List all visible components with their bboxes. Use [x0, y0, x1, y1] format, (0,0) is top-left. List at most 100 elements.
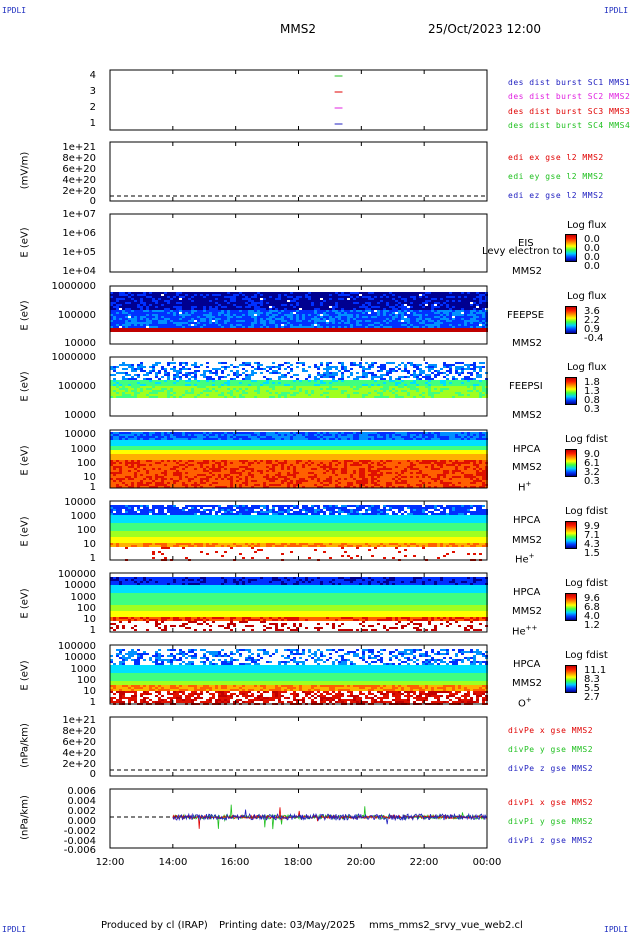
feepsi-heat-cell	[260, 394, 263, 396]
feepse-heat-cell	[467, 306, 470, 308]
feepse-heat-cell	[266, 328, 269, 330]
hpca-h-heat-cell	[164, 474, 167, 476]
hpca-h-heat-cell	[128, 462, 131, 464]
feepse-heat-cell	[398, 318, 401, 320]
feepse-heat-cell	[173, 308, 176, 310]
feepse-heat-cell	[380, 316, 383, 318]
feepse-heat-cell	[236, 316, 239, 318]
hpca-h-heat-cell	[164, 432, 167, 434]
feepsi-heat-cell	[125, 388, 128, 390]
hpca-h-heat-cell	[134, 462, 137, 464]
feepsi-heat-cell	[395, 386, 398, 388]
feepse-heat-cell	[179, 292, 182, 294]
feepsi-heat-cell	[140, 368, 143, 370]
feepsi-heat-cell	[155, 390, 158, 392]
hpca-h-heat-cell	[155, 484, 158, 486]
feepsi-heat-cell	[389, 376, 392, 378]
feepse-heat-cell	[155, 320, 158, 322]
feepsi-heat-cell	[371, 388, 374, 390]
feepsi-heat-cell	[113, 380, 116, 382]
feepsi-heat-cell	[371, 384, 374, 386]
feepse-heat-cell	[263, 320, 266, 322]
feepse-heat-cell	[419, 314, 422, 316]
hpca-h-heat-cell	[158, 454, 161, 456]
feepsi-heat-cell	[389, 392, 392, 394]
feepsi-heat-cell	[293, 386, 296, 388]
feepse-heat-cell	[155, 292, 158, 294]
feepse-heat-cell	[140, 306, 143, 308]
feepse-heat-cell	[191, 298, 194, 300]
feepsi-heat-cell	[305, 378, 308, 380]
feepsi-heat-cell	[119, 364, 122, 366]
feepse-heat-cell	[314, 322, 317, 324]
feepse-heat-cell	[266, 330, 269, 332]
feepse-heat-cell	[326, 298, 329, 300]
feepsi-heat-cell	[368, 366, 371, 368]
feepsi-heat-cell	[323, 390, 326, 392]
feepsi-heat-cell	[257, 380, 260, 382]
feepse-heat-cell	[143, 302, 146, 304]
feepse-heat-cell	[110, 322, 113, 324]
feepse-heat-cell	[404, 318, 407, 320]
feepse-heat-cell	[401, 314, 404, 316]
feepse-heat-cell	[401, 306, 404, 308]
hpca-h-heat-cell	[122, 444, 125, 446]
feepsi-heat-cell	[296, 374, 299, 376]
feepse-heat-cell	[164, 330, 167, 332]
feepse-heat-cell	[203, 312, 206, 314]
hpca-h-heat-cell	[161, 464, 164, 466]
feepse-heat-cell	[479, 294, 482, 296]
feepse-heat-cell	[221, 310, 224, 312]
feepsi-heat-cell	[446, 380, 449, 382]
feepse-heat-cell	[437, 316, 440, 318]
feepsi-heat-cell	[152, 382, 155, 384]
feepse-heat-cell	[149, 304, 152, 306]
hpca-h-heat-cell	[125, 448, 128, 450]
feepse-heat-cell	[374, 302, 377, 304]
feepsi-heat-cell	[350, 396, 353, 398]
feepsi-heat-cell	[197, 380, 200, 382]
feepsi-heat-cell	[434, 386, 437, 388]
hpca-h-heat-cell	[134, 450, 137, 452]
feepse-heat-cell	[158, 310, 161, 312]
feepsi-heat-cell	[347, 390, 350, 392]
hpca-h-heat-cell	[155, 452, 158, 454]
feepse-heat-cell	[350, 294, 353, 296]
feepse-heat-cell	[392, 296, 395, 298]
hpca-h-heat-cell	[116, 436, 119, 438]
feepsi-heat-cell	[440, 386, 443, 388]
feepsi-heat-cell	[461, 362, 464, 364]
feepse-heat-cell	[176, 330, 179, 332]
feepsi-heat-cell	[269, 392, 272, 394]
hpca-h-heat-cell	[143, 466, 146, 468]
feepse-heat-cell	[347, 292, 350, 294]
feepsi-heat-cell	[356, 382, 359, 384]
feepse-heat-cell	[290, 328, 293, 330]
feepse-heat-cell	[353, 312, 356, 314]
feepse-heat-cell	[149, 296, 152, 298]
feepsi-heat-cell	[227, 382, 230, 384]
hpca-h-heat-cell	[197, 436, 200, 438]
feepse-heat-cell	[134, 326, 137, 328]
hpca-h-heat-cell	[122, 432, 125, 434]
hpca-h-heat-cell	[191, 446, 194, 448]
feepsi-heat-cell	[320, 384, 323, 386]
feepse-heat-cell	[164, 310, 167, 312]
hpca-h-heat-cell	[146, 440, 149, 442]
feepsi-heat-cell	[449, 364, 452, 366]
feepse-heat-cell	[221, 320, 224, 322]
feepse-heat-cell	[260, 322, 263, 324]
feepsi-heat-cell	[461, 378, 464, 380]
feepsi-heat-cell	[251, 384, 254, 386]
hpca-h-heat-cell	[182, 436, 185, 438]
feepse-heat-cell	[395, 306, 398, 308]
hpca-h-heat-cell	[173, 454, 176, 456]
feepsi-heat-cell	[296, 384, 299, 386]
hpca-h-heat-cell	[146, 454, 149, 456]
feepse-heat-cell	[422, 308, 425, 310]
feepse-heat-cell	[251, 294, 254, 296]
feepse-heat-cell	[284, 308, 287, 310]
feepsi-heat-cell	[401, 376, 404, 378]
feepse-heat-cell	[269, 326, 272, 328]
hpca-h-heat-cell	[113, 440, 116, 442]
